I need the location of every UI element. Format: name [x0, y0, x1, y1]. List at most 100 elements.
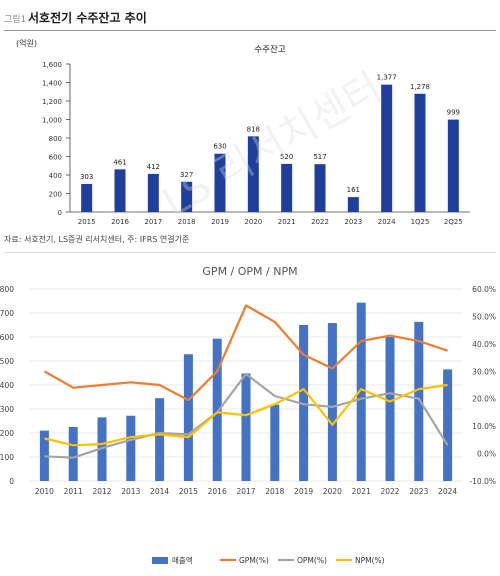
bar-2024 [381, 84, 393, 212]
bar-2015 [81, 183, 93, 212]
x-tick-label: 2022 [311, 218, 329, 226]
bar-2016 [114, 169, 126, 212]
legend-label: NPM(%) [355, 556, 385, 565]
data-label: 412 [147, 163, 160, 171]
section-divider [4, 252, 496, 253]
data-label: 461 [113, 158, 126, 166]
revenue-bar-2020 [327, 323, 337, 481]
y-tick-label: 300 [0, 405, 14, 414]
margin-chart: GPM / OPM / NPM 0 100 200 300 400 500 600 700 800… [0, 265, 496, 565]
y-tick-label: 500 [0, 357, 14, 366]
revenue-bar-2014 [155, 398, 165, 481]
chart-title: 수주잔고 [254, 44, 285, 55]
x-tick-label: 2015 [78, 218, 96, 226]
y-tick-label: 700 [0, 309, 14, 318]
data-label: 1,377 [377, 74, 397, 82]
revenue-bar-2024 [443, 369, 453, 481]
revenue-bar-2021 [356, 302, 366, 481]
x-tick-label: 2024 [438, 487, 457, 496]
y-tick-label: 600 [49, 154, 62, 162]
legend-swatch-revenue [152, 557, 168, 564]
x-tick-label: 2022 [380, 487, 399, 496]
y2-tick-label: 30.0% [472, 367, 496, 376]
x-tick-label: 2020 [323, 487, 342, 496]
bar-2019 [214, 153, 226, 212]
x-tick-label: 2016 [111, 218, 129, 226]
bar-2q25 [447, 119, 459, 212]
source-note: 자료: 서호전기, LS증권 리서치센터, 주: IFRS 연결기준 [4, 235, 190, 244]
bar-2021 [281, 163, 293, 212]
y2-tick-label: 10.0% [472, 422, 496, 431]
x-tick-label: 2013 [121, 487, 140, 496]
x-tick-label: 2021 [278, 218, 296, 226]
data-label: 1,278 [410, 83, 430, 91]
revenue-bar-2022 [385, 337, 395, 481]
y2-tick-label: 0.0% [477, 450, 496, 459]
revenue-bar-2016 [212, 338, 222, 481]
revenue-bar-2015 [183, 354, 193, 481]
x-tick-label: 2016 [208, 487, 227, 496]
y-tick-label: 400 [49, 172, 62, 180]
x-tick-label: 2024 [378, 218, 396, 226]
y-tick-label: 0 [9, 477, 14, 486]
data-label: 327 [180, 171, 193, 179]
revenue-bar-2017 [241, 373, 251, 481]
x-tick-label: 2010 [35, 487, 54, 496]
bar-1q25 [414, 93, 426, 212]
x-tick-label: 2018 [178, 218, 196, 226]
revenue-bar-2011 [68, 427, 78, 481]
x-tick-label: 2019 [294, 487, 313, 496]
data-label: 517 [313, 153, 326, 161]
x-tick-label: 2Q25 [444, 218, 463, 226]
bar-2023 [347, 197, 359, 212]
y-tick-label: 800 [0, 285, 14, 294]
bar-2020 [247, 136, 259, 212]
x-tick-label: 2014 [150, 487, 169, 496]
data-label: 818 [247, 125, 260, 133]
y-tick-label: 800 [49, 135, 62, 143]
data-label: 161 [347, 186, 360, 194]
data-label: 630 [213, 143, 226, 151]
x-tick-label: 2021 [352, 487, 371, 496]
npm-line [44, 383, 448, 447]
gpm-line [43, 304, 448, 402]
chart-title: GPM / OPM / NPM [202, 265, 297, 278]
data-label: 520 [280, 153, 293, 161]
y-tick-label: 200 [0, 429, 14, 438]
header-divider [4, 30, 496, 31]
y-tick-label: 1,600 [42, 61, 62, 69]
revenue-bar-2013 [126, 415, 136, 481]
legend-label: 매출액 [172, 555, 193, 565]
opm-line [44, 372, 449, 459]
figure-header: 그림1 서호전기 수주잔고 추이 [4, 8, 496, 30]
revenue-bar-2019 [299, 325, 309, 481]
y2-tick-label: 20.0% [472, 395, 496, 404]
y2-tick-label: -10.0% [469, 477, 496, 486]
figure-title: 서호전기 수주잔고 추이 [28, 11, 147, 25]
x-tick-label: 2017 [144, 218, 162, 226]
x-tick-label: 2018 [265, 487, 284, 496]
x-tick-label: 2012 [92, 487, 111, 496]
y-tick-label: 0 [58, 209, 62, 217]
y-tick-label: 1,400 [42, 80, 62, 88]
x-tick-label: 2017 [236, 487, 255, 496]
y2-tick-label: 50.0% [472, 312, 496, 321]
data-label: 303 [80, 173, 93, 181]
bar-2018 [181, 181, 193, 212]
x-tick-label: 2019 [211, 218, 229, 226]
legend-label: OPM(%) [297, 556, 327, 565]
y2-tick-label: 60.0% [472, 285, 496, 294]
x-tick-label: 1Q25 [411, 218, 430, 226]
data-label: 999 [447, 109, 460, 117]
revenue-bar-2023 [414, 321, 424, 481]
y-tick-label: 100 [0, 453, 14, 462]
y2-tick-label: 40.0% [472, 340, 496, 349]
legend-label: GPM(%) [239, 556, 269, 565]
order-backlog-chart: (억원) 수주잔고 0 200 400 600 800 1,000 1,200 1,400 1,60… [16, 38, 470, 226]
x-tick-label: 2023 [409, 487, 428, 496]
y-tick-label: 600 [0, 333, 14, 342]
y-tick-label: 1,000 [42, 117, 62, 125]
y-axis-unit: (억원) [16, 38, 37, 48]
bar-2022 [314, 164, 326, 212]
x-tick-label: 2015 [179, 487, 198, 496]
